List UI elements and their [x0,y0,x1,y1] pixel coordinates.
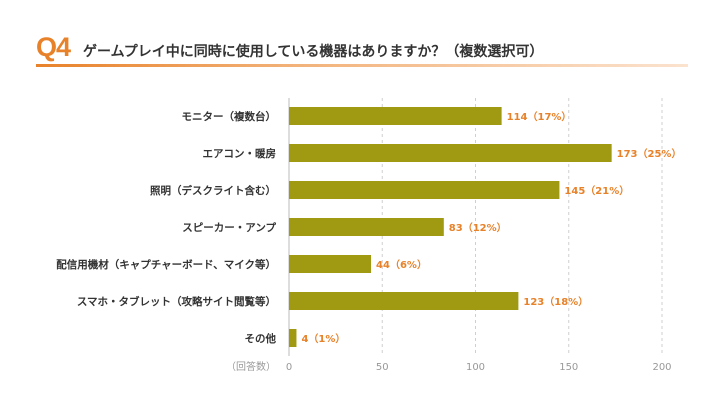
bars [289,107,612,347]
bar [289,107,502,125]
x-axis-unit-label: （回答数） [226,360,276,373]
question-text: ゲームプレイ中に同時に使用している機器はありますか？（複数選択可） [83,44,544,60]
category-label: スピーカー・アンプ [182,221,276,234]
bar [289,329,297,347]
category-label: モニター（複数台） [182,110,277,123]
x-tick-label: 50 [376,362,389,373]
data-label: 114（17%） [507,110,572,123]
category-label: 配信用機材（キャプチャーボード、マイク等） [56,258,276,271]
x-tick-label: 100 [466,362,485,373]
labels: 0 50 100 150 200 （回答数） モニター（複数台） 114（17%） エアコン・暖… [56,110,681,373]
data-label: 173（25%） [617,147,682,160]
header-underline [36,64,688,67]
data-label: 123（18%） [523,295,588,308]
data-label: 83（12%） [449,221,507,234]
bar [289,292,519,310]
question-number: Q4 [36,32,71,62]
data-label: 145（21%） [564,184,629,197]
category-label: エアコン・暖房 [203,147,277,160]
bar [289,144,612,162]
category-label: その他 [245,332,277,345]
x-tick-label: 150 [559,362,578,373]
x-tick-label: 0 [286,362,292,373]
data-label: 4（1%） [301,332,345,345]
bar [289,181,560,199]
category-label: 照明（デスクライト含む） [150,184,276,197]
bar [289,218,444,236]
question-header: Q4 ゲームプレイ中に同時に使用している機器はありますか？（複数選択可） [36,28,688,72]
bar [289,255,372,273]
category-label: スマホ・タブレット（攻略サイト閲覧等） [77,295,276,308]
x-tick-label: 200 [652,362,671,373]
data-label: 44（6%） [376,258,427,271]
